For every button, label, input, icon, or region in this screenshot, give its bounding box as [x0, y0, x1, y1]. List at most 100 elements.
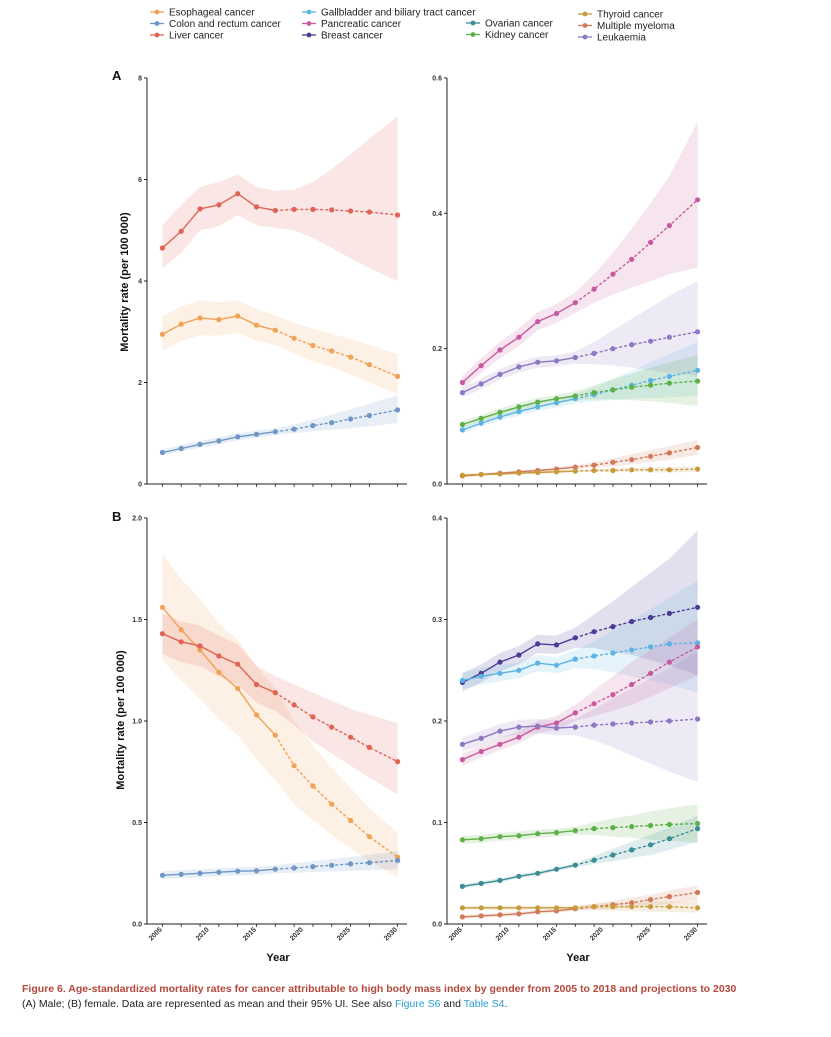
point-esophageal — [272, 327, 278, 333]
x-tick-label: 2020 — [589, 926, 605, 942]
point-thyroid — [553, 469, 560, 475]
point-thyroid — [553, 905, 560, 911]
point-esophageal — [291, 763, 297, 769]
y-tick-label: 0.2 — [432, 719, 442, 726]
y-tick-label: 2.0 — [132, 516, 142, 523]
series-points — [459, 197, 701, 479]
figure-s6-link[interactable]: Figure S6 — [394, 998, 441, 1010]
point-liver — [329, 207, 335, 213]
figure-caption: Figure 6. Age-standardized mortality rat… — [22, 982, 812, 1012]
point-kidney — [610, 825, 616, 831]
point-colon — [329, 862, 335, 868]
x-axis-title-left: Year — [266, 952, 290, 964]
point-colon — [197, 441, 203, 447]
point-esophageal — [272, 732, 278, 738]
point-esophageal — [395, 373, 401, 379]
point-esophageal — [310, 342, 316, 349]
legend-item-myeloma: Multiple myeloma — [578, 21, 675, 32]
point-kidney — [610, 387, 616, 393]
point-kidney — [591, 826, 597, 832]
legend-marker-kidney — [470, 32, 476, 37]
point-leukaemia — [695, 329, 701, 335]
panel-label-a: A — [112, 68, 122, 83]
y-tick-label: 0.2 — [432, 346, 442, 353]
legend-label-leukaemia: Leukaemia — [597, 33, 646, 44]
point-pancreatic — [497, 741, 503, 747]
point-pancreatic — [629, 681, 635, 688]
point-thyroid — [629, 467, 635, 473]
uncertainty-bands — [162, 116, 398, 456]
point-leukaemia — [535, 359, 541, 365]
point-esophageal — [159, 604, 165, 610]
point-ovarian — [553, 866, 560, 872]
point-colon — [235, 868, 241, 874]
band-thyroid — [462, 901, 698, 913]
band-colon — [162, 395, 398, 456]
band-leukaemia — [462, 652, 698, 782]
band-ovarian — [462, 815, 698, 889]
point-leukaemia — [478, 735, 484, 741]
point-thyroid — [610, 467, 616, 474]
point-colon — [395, 407, 401, 413]
point-gallbladder — [516, 409, 522, 415]
legend-label-kidney: Kidney cancer — [485, 30, 549, 41]
point-colon — [216, 869, 222, 875]
point-breast — [610, 624, 616, 630]
point-gallbladder — [478, 673, 484, 679]
point-pancreatic — [610, 271, 616, 277]
point-breast — [553, 642, 560, 648]
point-ovarian — [666, 836, 673, 842]
point-kidney — [478, 415, 484, 421]
point-kidney — [629, 824, 635, 830]
point-colon — [272, 429, 278, 435]
point-pancreatic — [516, 334, 522, 340]
point-liver — [178, 639, 184, 645]
band-gallbladder — [462, 580, 698, 693]
point-myeloma — [648, 897, 654, 903]
point-thyroid — [610, 904, 616, 910]
uncertainty-bands — [462, 530, 698, 919]
point-gallbladder — [535, 660, 541, 666]
point-kidney — [497, 834, 503, 840]
point-liver — [197, 643, 203, 649]
point-colon — [310, 864, 316, 870]
point-esophageal — [348, 817, 354, 824]
point-thyroid — [591, 467, 597, 474]
point-ovarian — [572, 862, 578, 868]
legend-marker-pancreatic — [306, 21, 312, 26]
point-colon — [253, 868, 260, 874]
point-colon — [253, 431, 260, 437]
caption-title: Figure 6. Age-standardized mortality rat… — [22, 983, 737, 995]
point-liver — [197, 206, 203, 212]
band-liver — [162, 116, 398, 281]
point-kidney — [648, 382, 654, 388]
point-liver — [235, 661, 241, 667]
point-colon — [291, 865, 297, 871]
point-pancreatic — [572, 710, 578, 716]
point-liver — [329, 724, 335, 730]
point-ovarian — [648, 842, 654, 848]
point-leukaemia — [478, 381, 484, 387]
point-myeloma — [610, 459, 616, 465]
point-kidney — [478, 836, 484, 842]
caption-desc-before: (A) Male; (B) female. Data are represent… — [22, 998, 395, 1010]
point-esophageal — [291, 335, 297, 341]
legend-label-esophageal: Esophageal cancer — [169, 8, 255, 19]
table-s4-link[interactable]: Table S4 — [463, 998, 505, 1010]
point-breast — [629, 618, 635, 625]
point-kidney — [497, 409, 503, 415]
series-points — [159, 604, 401, 878]
point-leukaemia — [610, 346, 616, 352]
point-leukaemia — [516, 724, 522, 730]
point-leukaemia — [666, 334, 673, 340]
point-kidney — [535, 399, 541, 405]
point-colon — [366, 412, 372, 419]
point-thyroid — [629, 904, 635, 910]
point-leukaemia — [695, 716, 701, 722]
point-esophageal — [216, 669, 222, 675]
point-thyroid — [497, 471, 503, 477]
legend-label-gallbladder: Gallbladder and biliary tract cancer — [321, 8, 476, 19]
point-ovarian — [629, 847, 635, 853]
point-esophageal — [178, 321, 184, 327]
